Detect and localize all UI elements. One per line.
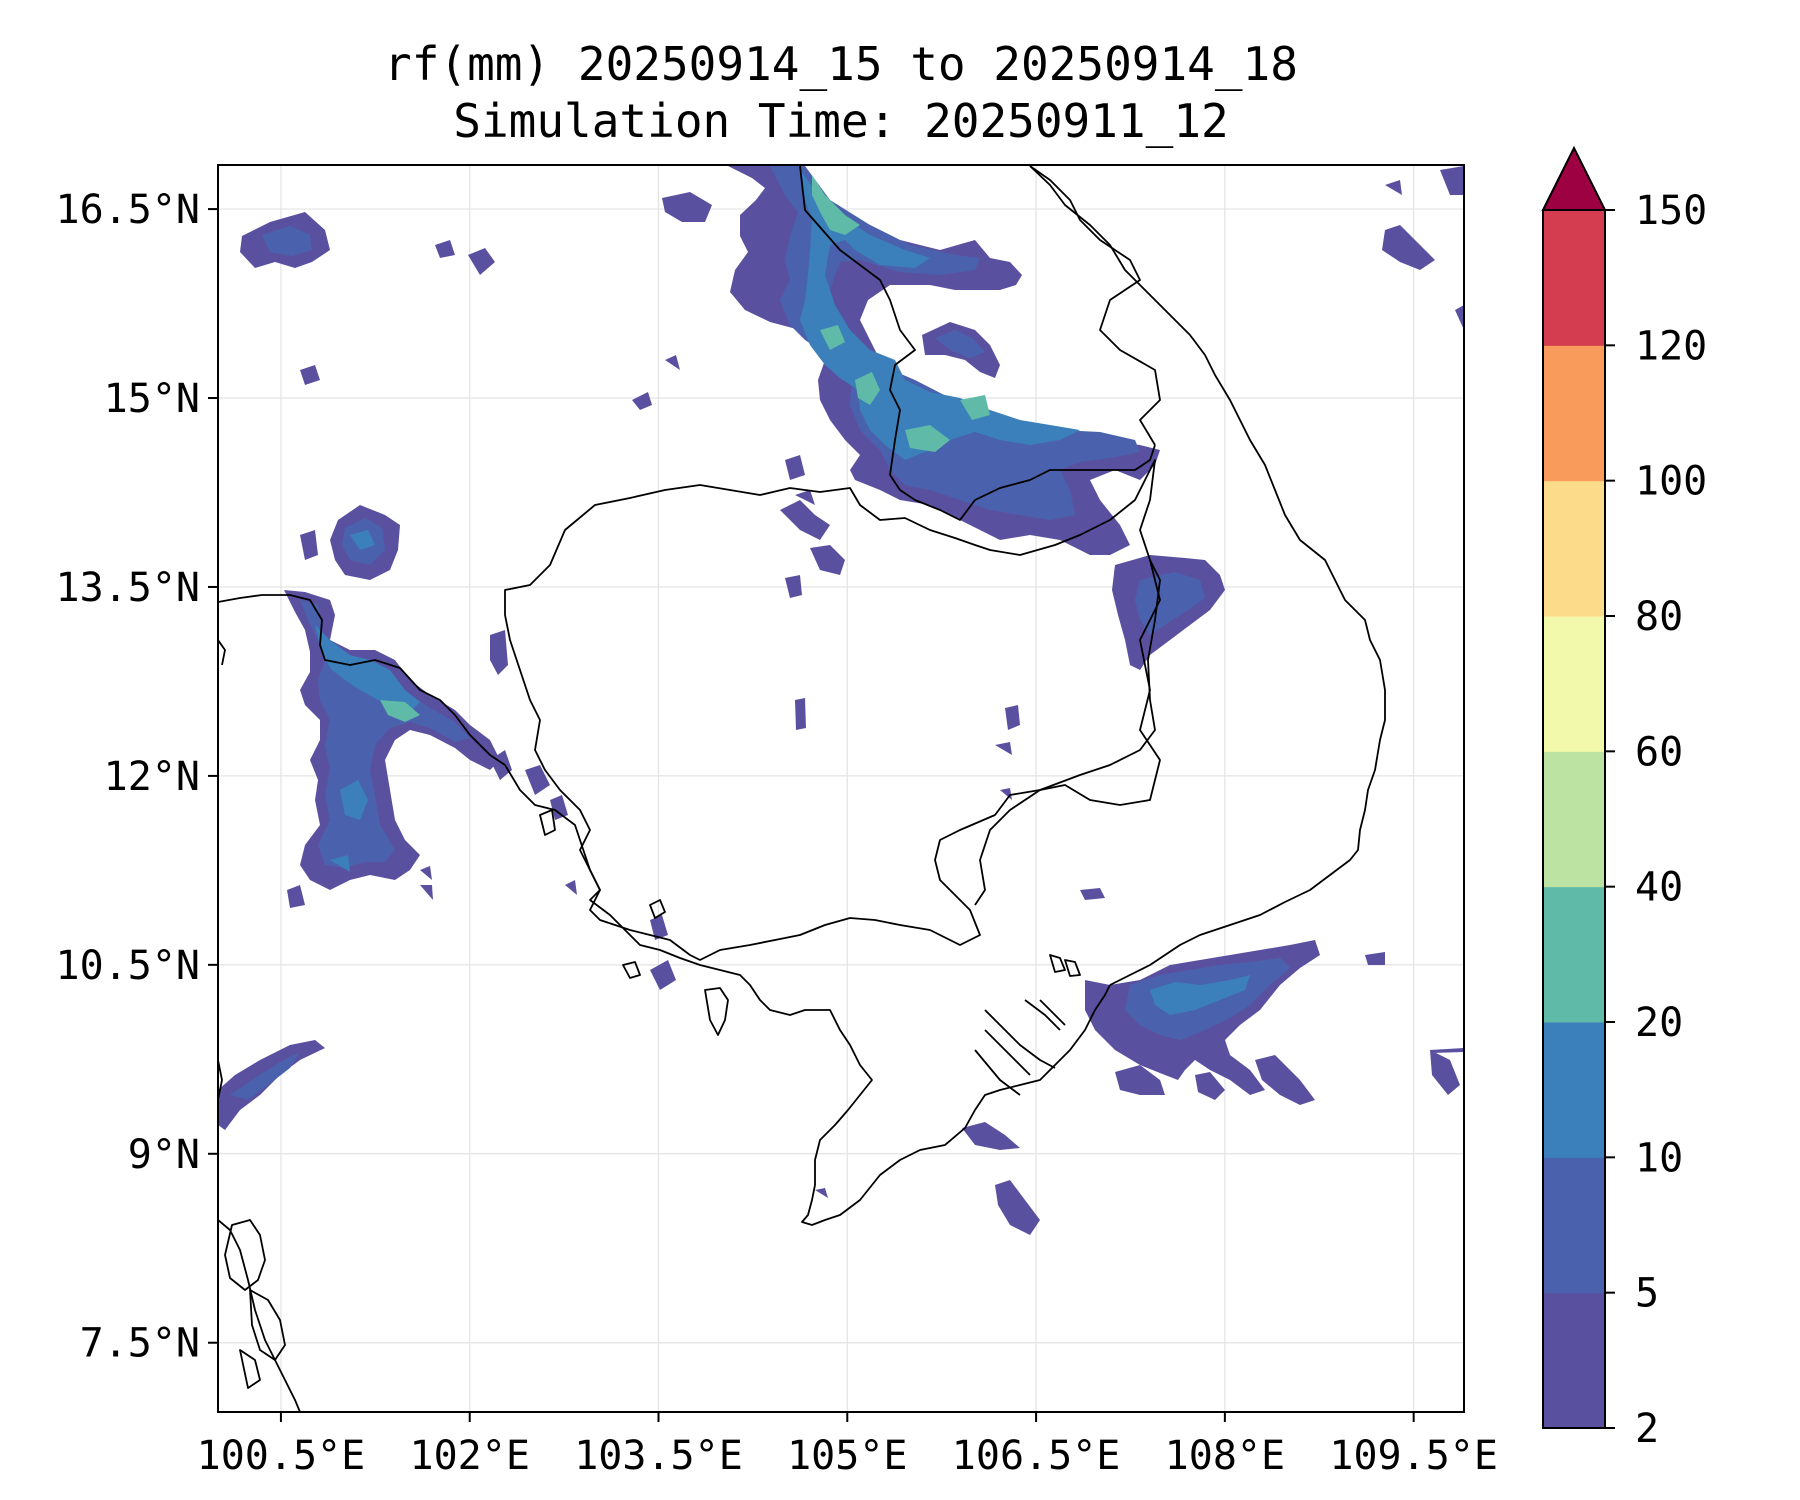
colorbar-segment xyxy=(1543,345,1605,482)
colorbar-tick-label: 120 xyxy=(1635,323,1707,369)
x-tick-label: 108°E xyxy=(1165,1433,1285,1479)
rain-cell xyxy=(1115,952,1464,1105)
x-tick-label: 105°E xyxy=(787,1433,907,1479)
x-tick-label: 103.5°E xyxy=(574,1433,743,1479)
colorbar-tick-label: 40 xyxy=(1635,865,1683,911)
rain-region-east-laos-core xyxy=(935,330,985,358)
colorbar-tick-label: 150 xyxy=(1635,188,1707,234)
colorbar-tick-label: 10 xyxy=(1635,1135,1683,1181)
colorbar-tick-label: 20 xyxy=(1635,1000,1683,1046)
colorbar-segment xyxy=(1543,480,1605,617)
islands xyxy=(224,809,1081,1389)
map-frame xyxy=(217,164,1465,1413)
rain-region-southwest-core xyxy=(230,1052,300,1100)
x-axis: 100.5°E 102°E 103.5°E 105°E 106.5°E 108°E 109.… xyxy=(197,1412,1498,1479)
rain-region-east-highlands-core xyxy=(1135,572,1205,635)
colorbar-segment xyxy=(1543,751,1605,888)
y-axis: 16.5°N 15°N 13.5°N 12°N 10.5°N 9°N 7.5°N xyxy=(56,187,218,1367)
x-tick-label: 109.5°E xyxy=(1329,1433,1498,1479)
rain-region-southwest xyxy=(218,1040,325,1130)
chart-title-line2: Simulation Time: 20250911_12 xyxy=(453,94,1228,148)
laos-vietnam-border xyxy=(1029,165,1161,446)
colorbar-tick-label: 5 xyxy=(1635,1271,1659,1317)
chart-title-line1: rf(mm) 20250914_15 to 20250914_18 xyxy=(384,37,1298,91)
y-tick-label: 15°N xyxy=(104,376,200,422)
colorbar-frame xyxy=(1542,209,1606,1429)
colorbar-segment xyxy=(1543,1157,1605,1294)
mekong-channels xyxy=(974,999,1066,1096)
colorbar-segment xyxy=(1543,616,1605,752)
x-tick-label: 102°E xyxy=(410,1433,530,1479)
colorbar: 2 5 10 20 40 60 80 100 120 150 xyxy=(1541,145,1707,1452)
colorbar-segment xyxy=(1543,886,1605,1023)
laos-thailand-border xyxy=(799,165,1156,521)
gridlines xyxy=(218,165,1464,1412)
rain-region-west-border-peak xyxy=(380,700,420,722)
x-tick-label: 106.5°E xyxy=(952,1433,1121,1479)
y-tick-label: 7.5°N xyxy=(80,1321,200,1367)
colorbar-segment xyxy=(1543,210,1605,346)
y-tick-label: 16.5°N xyxy=(56,187,201,233)
y-tick-label: 13.5°N xyxy=(56,565,201,611)
y-tick-label: 10.5°N xyxy=(56,943,201,989)
rainfall-field xyxy=(218,166,1464,1235)
y-tick-label: 12°N xyxy=(104,754,200,800)
colorbar-tick-label: 60 xyxy=(1635,729,1683,775)
rain-region-west-upper-mid xyxy=(350,530,375,550)
left-edge-coast xyxy=(218,639,226,1101)
colorbar-extend-arrow xyxy=(1541,145,1607,211)
peninsula-coastline xyxy=(218,1219,301,1412)
colorbar-segment xyxy=(1543,1292,1605,1429)
x-tick-label: 100.5°E xyxy=(197,1433,366,1479)
colorbar-tick-label: 100 xyxy=(1635,459,1707,505)
map-panel: 100.5°E 102°E 103.5°E 105°E 106.5°E 108°E 109.… xyxy=(56,164,1498,1479)
colorbar-segment xyxy=(1543,1022,1605,1158)
vietnam-cambodia-border xyxy=(974,559,1161,906)
y-tick-label: 9°N xyxy=(128,1132,200,1178)
rain-region-northwest-core xyxy=(262,226,312,256)
colorbar-tick-label: 80 xyxy=(1635,594,1683,640)
rain-region-southeast-mid xyxy=(1150,975,1250,1015)
cambodia-border xyxy=(504,459,1161,961)
colorbar-tick-label: 2 xyxy=(1635,1406,1659,1452)
rain-region-west-border-mid xyxy=(315,625,420,872)
vietnam-coastline xyxy=(1029,165,1386,986)
gulf-coastline xyxy=(218,594,1111,1226)
rain-cell xyxy=(815,1122,1040,1235)
rain-region-north-central-peak xyxy=(812,175,990,452)
coastlines-borders xyxy=(218,165,1386,1412)
